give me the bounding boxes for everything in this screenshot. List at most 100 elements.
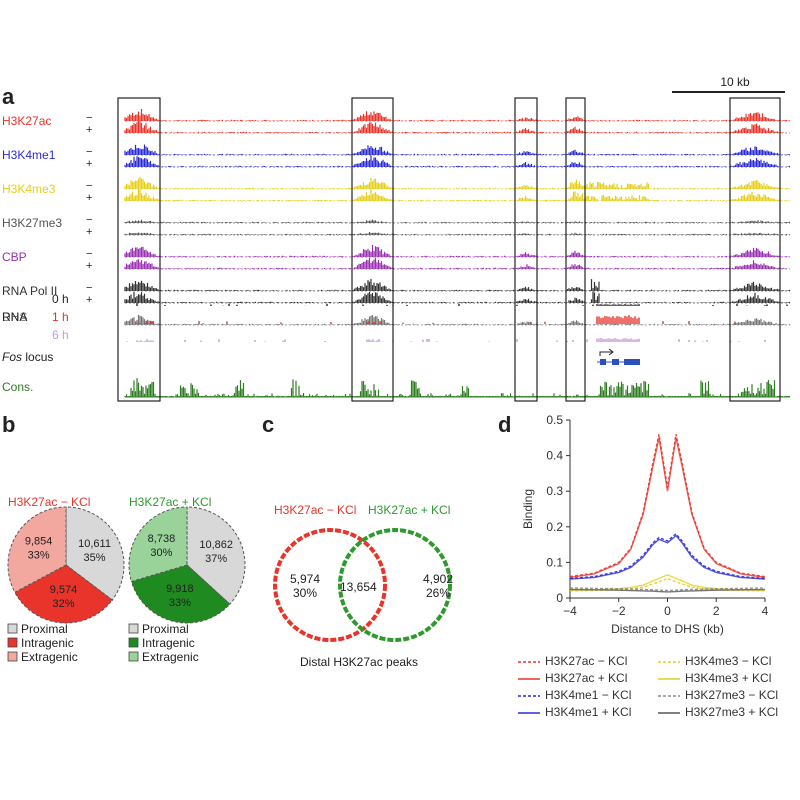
pie-slice-label: 10,611 [78,538,111,550]
legend-swatch [7,623,18,634]
strand-sign: + [86,294,92,306]
pie-legend-label: Proximal [142,622,189,636]
strand-sign: + [86,192,92,204]
fos-gene-name: Fos [2,350,23,364]
x-axis-label: Distance to DHS (kb) [611,622,724,636]
pie-title: H3K27ac + KCl [129,495,212,509]
signal-track [124,121,788,133]
strand-sign: − [86,180,92,192]
rna-timepoint-label: 1 h [52,310,69,324]
pie-slice [65,506,125,601]
venn-right-title: H3K27ac + KCl [368,503,451,517]
pie-legend-label: Extragenic [21,650,78,664]
pie-slice-label: 33% [28,550,50,562]
pie-slice [7,506,67,593]
track-label-h3k4me1: H3K4me1 [2,148,56,162]
pie-slice-label: 35% [84,552,106,564]
y-tick-label: 0.4 [546,449,563,463]
signal-track [124,109,791,121]
signal-track [124,245,791,257]
legend-entry: H3K4me1 + KCl [545,705,632,719]
track-label-rna-pol-ii: RNA Pol II [2,284,58,298]
pie-title: H3K27ac − KCl [8,495,91,509]
pie-slice [186,506,246,605]
legend-swatch [128,651,139,662]
x-tick-label: 0 [664,604,671,618]
legend-entry: H3K27me3 − KCl [685,688,779,702]
legend-entry: H3K27ac − KCl [545,654,628,668]
panel-a-letter: a [2,84,15,109]
signal-track [124,155,791,167]
rna-track [126,338,766,342]
rna-timepoint-label: 6 h [52,328,69,342]
y-tick-label: 0.2 [546,520,563,534]
pie-slice-label: 10,862 [199,539,233,551]
venn-caption: Distal H3K27ac peaks [300,655,419,669]
venn-overlap-count: 13,654 [340,580,377,594]
venn-left-only-count: 5,974 30% [290,572,321,600]
pie-slice-label: 9,854 [25,536,53,548]
y-axis-label: Binding [521,489,535,529]
signal-track [124,257,791,269]
locus-suffix: locus [22,350,54,364]
genome-browser-svg: 10 kb−+−+−+−+−+−+ [86,75,791,402]
strand-sign: + [86,226,92,238]
series-line-1 [569,437,766,579]
strand-sign: + [86,124,92,136]
pie-slice-label: 37% [205,553,227,565]
pie-slice [130,564,231,624]
cons-label: Cons. [2,380,34,394]
panel-d-letter: d [498,412,512,437]
x-tick-label: −4 [563,604,577,618]
pie-legend-label: Extragenic [142,650,199,664]
pie-slice-label: 32% [52,598,74,610]
signal-track [124,219,791,223]
legend-entry: H3K4me3 + KCl [685,671,772,685]
legend-swatch [128,623,139,634]
x-tick-label: −2 [612,604,626,618]
pie-legend-label: Proximal [21,622,68,636]
pie-slice-label: 8,738 [148,533,176,545]
venn-circle-minus-kcl [273,528,387,642]
track-label-h3k4me3: H3K4me3 [2,182,56,196]
pie-legend-label: Intragenic [142,636,195,650]
pie-slice-label: 33% [169,597,191,609]
fos-locus-label: Fos locus [2,350,53,364]
series-line-2 [569,532,766,580]
y-tick-label: 0.3 [546,484,563,498]
signal-track [124,189,791,201]
panel-c-letter: c [262,412,275,437]
x-tick-label: 4 [762,604,769,618]
legend-swatch [7,637,18,648]
rna-track [136,303,788,306]
legend-entry: H3K4me3 − KCl [685,654,772,668]
scale-bar-label: 10 kb [720,75,750,89]
legend-entry: H3K4me1 − KCl [545,688,632,702]
legend-entry: H3K27me3 + KCl [685,705,779,719]
y-tick-label: 0 [556,591,563,605]
track-label-h3k27me3: H3K27me3 [2,216,63,230]
pie-slice-label: 9,918 [166,583,194,595]
enhancer-highlight-box [729,97,781,402]
strand-sign: − [86,214,92,226]
strand-sign: + [86,260,92,272]
series-line-0 [569,434,766,578]
strand-sign: − [86,112,92,124]
enhancer-highlight-box [514,97,538,402]
rna-timepoint-label: 0 h [52,292,69,306]
enhancer-highlight-box [565,97,586,402]
signal-track [124,314,791,325]
track-label-dhs: DHS [2,310,28,324]
signal-track [124,144,791,155]
legend-swatch [128,637,139,648]
track-label-cbp: CBP [2,250,27,264]
legend-swatch [7,651,18,662]
track-label-h3k27ac: H3K27ac [2,114,52,128]
strand-sign: + [86,158,92,170]
legend-entry: H3K27ac + KCl [545,671,628,685]
signal-track [124,177,791,189]
pie-slice [128,506,188,583]
signal-track [124,291,791,303]
signal-track [124,279,791,291]
series-line-6 [569,587,766,592]
